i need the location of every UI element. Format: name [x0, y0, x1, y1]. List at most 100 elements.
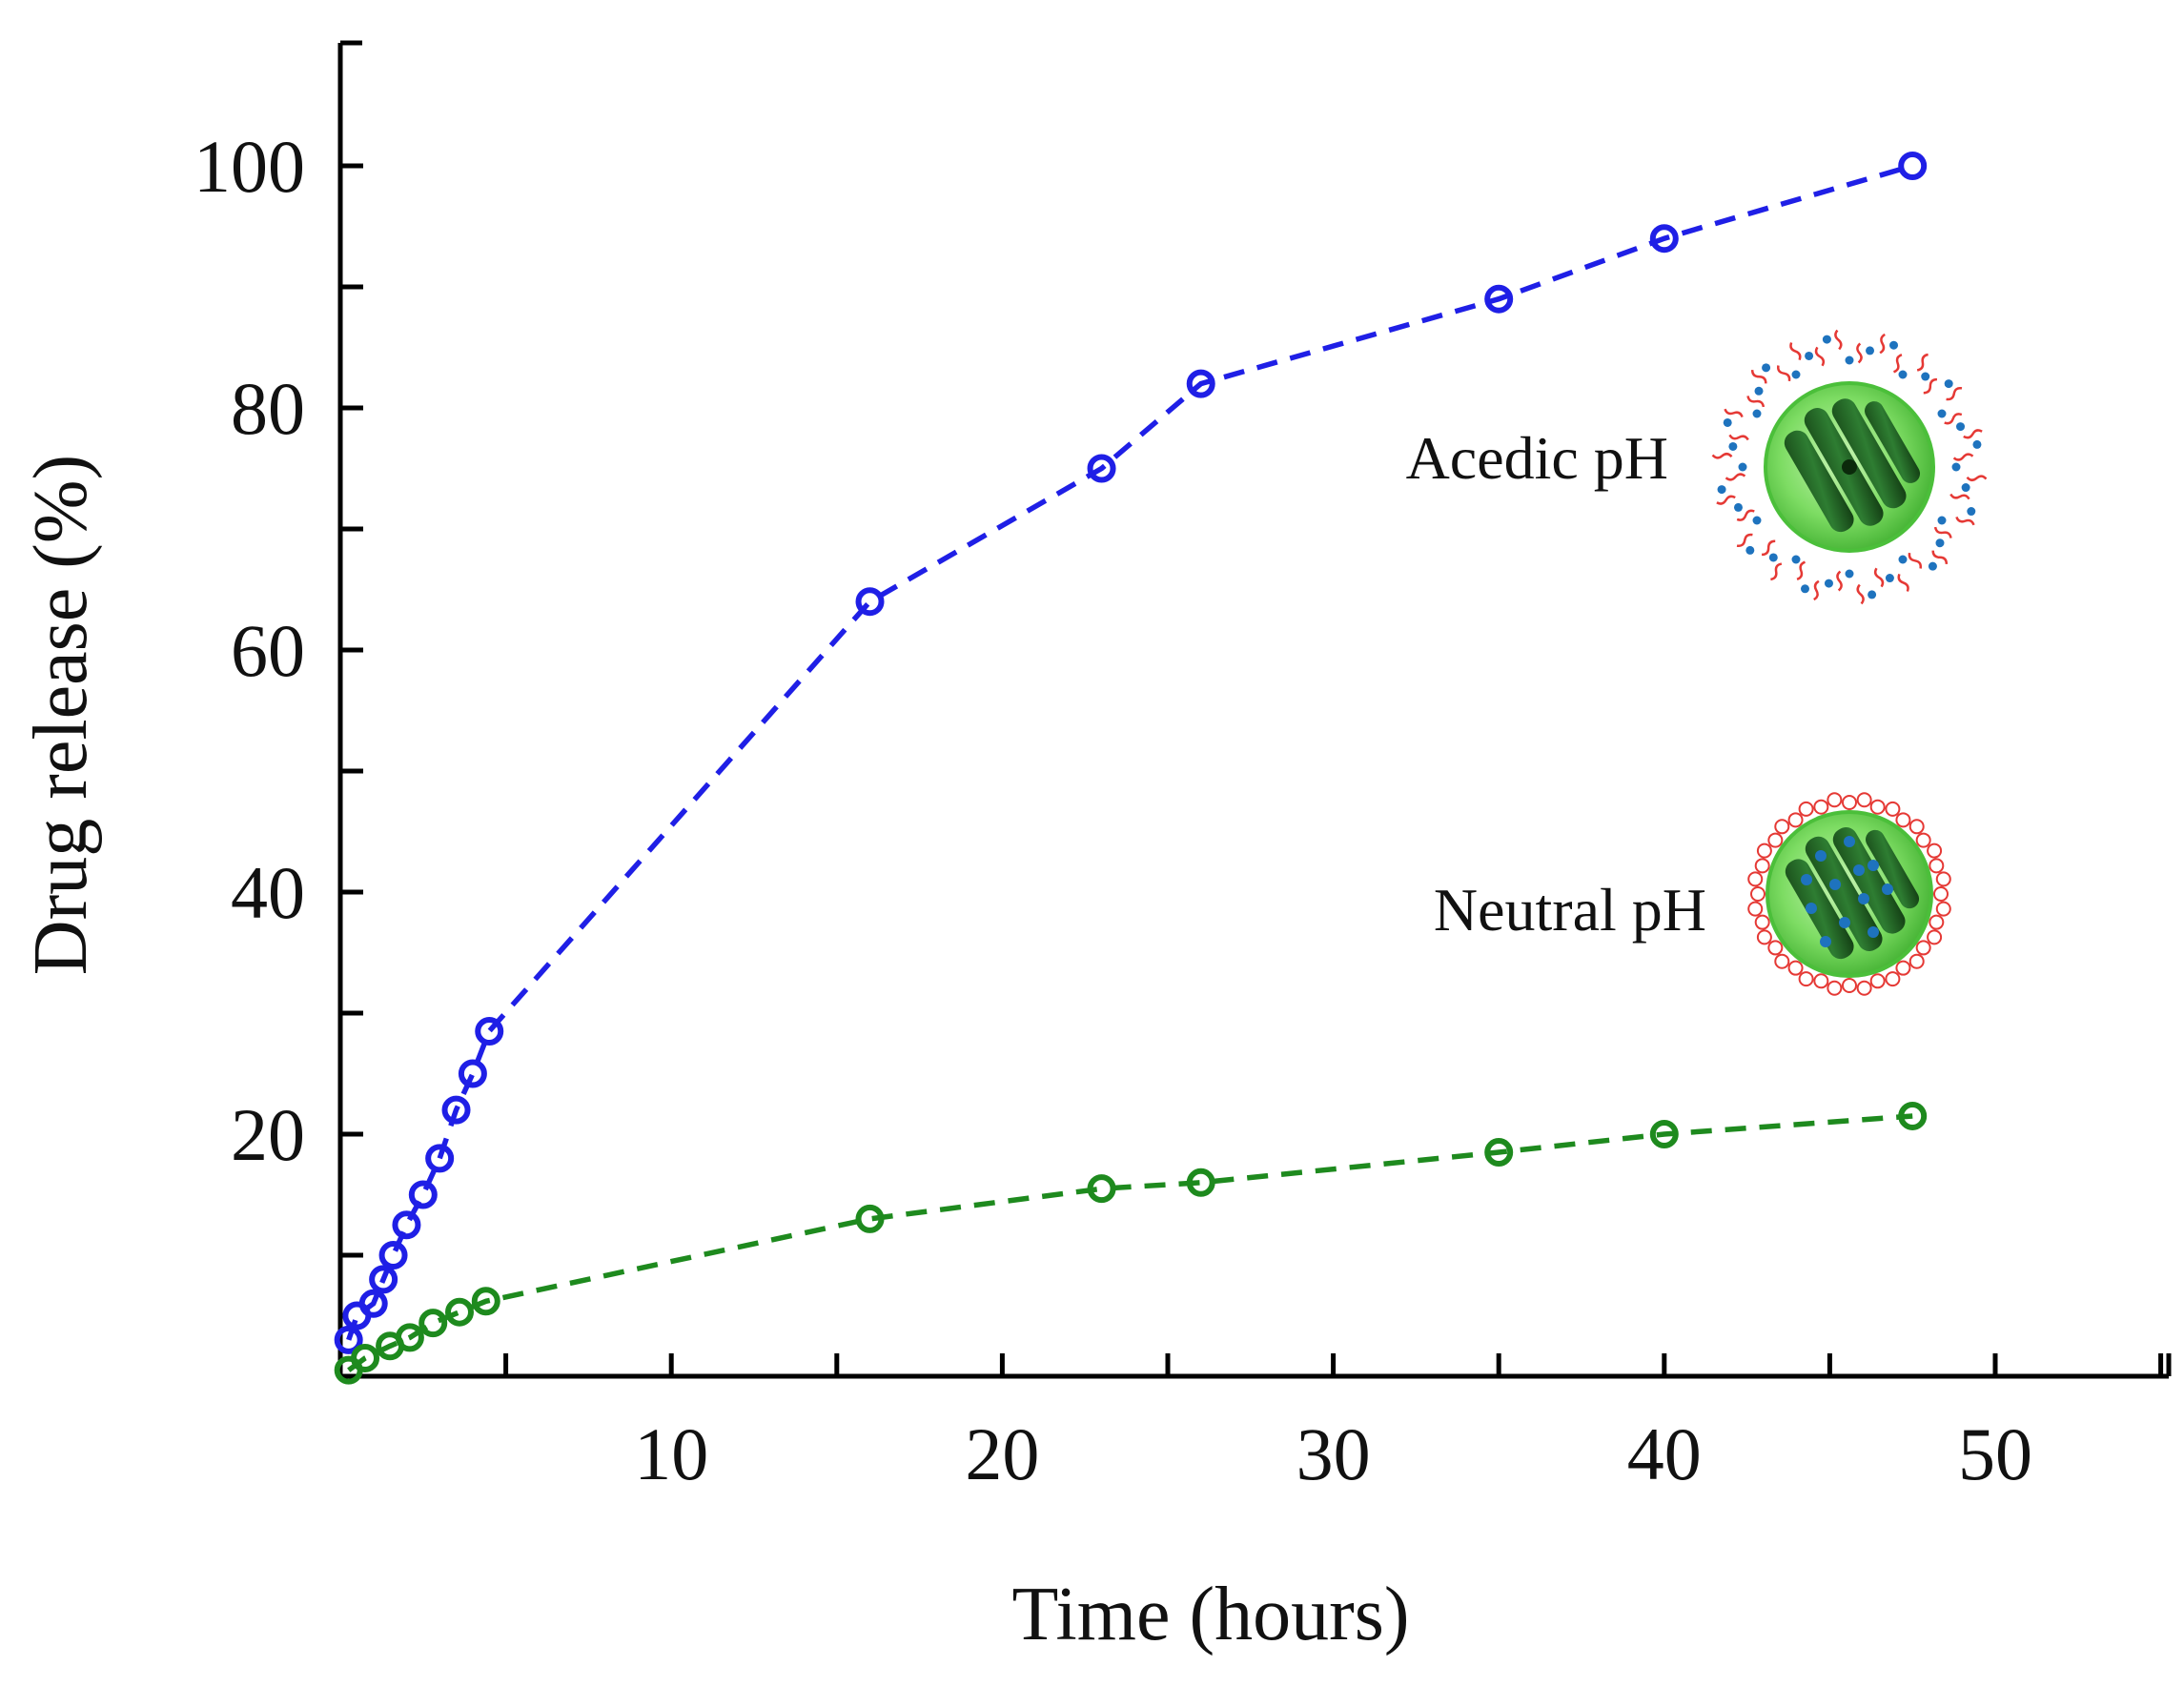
drug-dot: [1717, 485, 1726, 495]
loaded-drug-dots: [1801, 836, 1893, 947]
polymer-loop: [1869, 973, 1886, 989]
drug-dot: [1815, 850, 1827, 862]
polymer-loop: [1933, 886, 1949, 902]
polymer-loop: [1813, 799, 1829, 815]
y-axis-title: Drug release (%): [19, 455, 103, 975]
drug-dot: [1738, 462, 1747, 472]
polymer-loop: [1885, 801, 1901, 817]
x-tick-labels: 10 20 30 40 50: [634, 1412, 2032, 1495]
y-tick-label: 100: [194, 125, 305, 208]
polymer-chain: [1923, 377, 1937, 395]
drug-dot: [1845, 569, 1854, 579]
drug-dot: [1752, 516, 1762, 525]
drug-dot: [1928, 561, 1937, 571]
polymer-chain: [1836, 570, 1843, 592]
polymer-loop: [1929, 914, 1945, 930]
series-neutral: [334, 1101, 1928, 1385]
polymer-loop: [1798, 801, 1814, 817]
data-point: [458, 1059, 487, 1088]
axes: [337, 40, 2172, 1379]
data-point: [1186, 1168, 1215, 1197]
polymer-chain: [1725, 473, 1746, 481]
polymer-loop: [1842, 978, 1857, 993]
polymer-chain: [1873, 567, 1885, 588]
drug-dot: [1745, 545, 1755, 555]
polymer-loop: [1869, 799, 1886, 815]
micelle-acidic-icon: [1711, 329, 1988, 605]
data-point: [444, 1297, 474, 1327]
polymer-loop: [1915, 832, 1931, 848]
polymer-loop: [1754, 914, 1770, 930]
drug-dot: [1967, 507, 1976, 517]
drug-dot: [1972, 439, 1982, 449]
polymer-loop: [1754, 858, 1770, 874]
drug-dot: [1752, 409, 1762, 418]
polymer-loop: [1908, 819, 1925, 835]
polymer-chain: [1762, 539, 1776, 557]
y-tick-label: 40: [231, 851, 305, 934]
drug-dot: [1868, 926, 1879, 938]
drug-dot: [1898, 555, 1908, 564]
polymer-loop: [1856, 792, 1872, 808]
series-layer: [334, 152, 1928, 1385]
annotation-neutral: Neutral pH: [1434, 792, 1951, 996]
drug-dot: [1882, 883, 1893, 895]
data-point: [425, 1144, 455, 1173]
x-ticks: [503, 1353, 2164, 1376]
data-point: [1186, 369, 1215, 398]
annotation-neutral-label: Neutral pH: [1434, 876, 1706, 944]
data-point: [392, 1210, 421, 1240]
polymer-loop: [1767, 940, 1784, 956]
y-tick-label: 80: [231, 367, 305, 450]
drug-dot: [1956, 422, 1966, 432]
data-point: [855, 587, 885, 617]
polymer-chain: [1724, 408, 1744, 418]
polymer-chain: [1856, 342, 1863, 364]
polymer-chain: [1814, 346, 1826, 367]
polymer-chain: [1746, 396, 1766, 408]
drug-dot: [1791, 555, 1801, 564]
polymer-loop: [1756, 929, 1772, 945]
polymer-loop: [1787, 960, 1804, 976]
data-point: [395, 1323, 424, 1352]
polymer-loop: [1929, 858, 1945, 874]
polymer-loop: [1842, 795, 1857, 810]
polymer-chain: [1897, 573, 1909, 592]
polymer-chain: [1949, 493, 1970, 500]
polymer-chain: [1933, 526, 1952, 538]
drug-dot: [1754, 386, 1764, 396]
data-point: [1649, 1120, 1679, 1148]
drug-dot: [1935, 538, 1945, 548]
drug-dot: [1898, 370, 1908, 379]
polymer-chain: [1796, 560, 1806, 580]
drug-dot: [1866, 346, 1875, 355]
drug-dot: [1824, 579, 1833, 588]
drug-dot: [1961, 483, 1970, 493]
drug-dot: [1801, 874, 1812, 885]
polymer-chain: [1963, 429, 1983, 439]
polymer-chain: [1716, 495, 1736, 505]
polymer-chain: [1879, 333, 1886, 355]
x-axis-title: Time (hours): [1011, 1573, 1409, 1656]
series-line: [347, 1113, 1913, 1372]
drug-dot: [1921, 372, 1930, 381]
polymer-loop: [1813, 973, 1829, 989]
drug-dot: [1885, 574, 1894, 583]
x-tick-label: 40: [1627, 1412, 1702, 1495]
data-point: [334, 1325, 363, 1354]
polymer-chain: [1908, 552, 1922, 569]
polymer-chain: [1931, 550, 1949, 564]
polymer-shell: [1747, 792, 1951, 996]
data-point: [1484, 284, 1514, 314]
polymer-loop: [1756, 843, 1772, 859]
polymer-loop: [1908, 953, 1925, 969]
polymer-loop: [1935, 901, 1951, 917]
drug-dot: [1944, 379, 1953, 389]
annotation-acidic-label: Acedic pH: [1406, 424, 1668, 492]
polymer-loop: [1747, 901, 1764, 917]
polymer-chain: [1944, 413, 1963, 425]
polymer-loop: [1774, 819, 1790, 835]
polymer-loop: [1895, 960, 1911, 976]
polymer-chain: [1789, 342, 1802, 361]
